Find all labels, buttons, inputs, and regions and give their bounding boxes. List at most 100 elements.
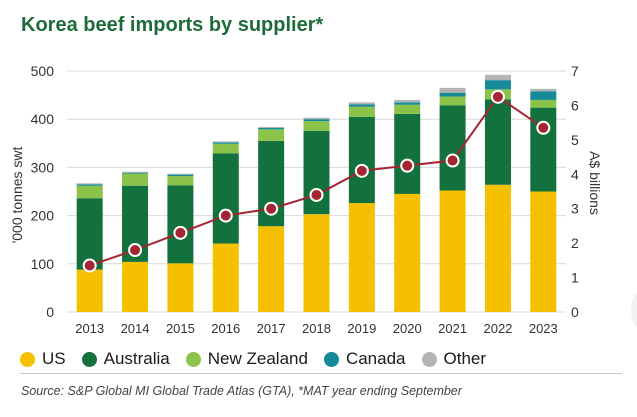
- bar-segment-new-zealand: [258, 129, 285, 141]
- x-tick-label: 2016: [211, 321, 240, 336]
- legend-label: Australia: [103, 349, 170, 368]
- bar-segment-other: [303, 117, 330, 120]
- bar-segment-australia: [167, 185, 194, 264]
- value-line-point: [536, 120, 551, 135]
- x-tick-label: 2022: [483, 321, 512, 336]
- legend-item-new-zealand: New Zealand: [185, 349, 308, 369]
- legend-swatch: [81, 351, 97, 367]
- legend-swatch: [323, 351, 339, 367]
- y-tick-label: 400: [31, 111, 55, 127]
- y2-tick-label: 4: [571, 166, 579, 182]
- y2-axis-label: A$ billions: [587, 151, 603, 215]
- bar-segment-canada: [167, 174, 194, 177]
- value-line-point: [82, 258, 97, 273]
- legend-swatch: [185, 351, 201, 367]
- bar-segment-australia: [212, 153, 239, 244]
- y-tick-label: 100: [31, 256, 55, 272]
- bar-segment-canada: [122, 172, 149, 174]
- bar-segment-new-zealand: [76, 185, 103, 199]
- value-line-point: [264, 201, 279, 216]
- legend-label: Canada: [345, 349, 406, 368]
- y-tick-label: 300: [31, 159, 55, 175]
- x-tick-label: 2023: [529, 321, 558, 336]
- bar-segment-other: [212, 141, 239, 143]
- bar-segment-us: [394, 193, 421, 312]
- value-line-point: [173, 225, 188, 240]
- legend-label: US: [42, 349, 66, 368]
- bar-segment-other: [122, 171, 149, 173]
- value-line-point: [445, 153, 460, 168]
- x-tick-label: 2013: [75, 321, 104, 336]
- bar-segment-canada: [76, 184, 103, 186]
- bar-segment-us: [303, 214, 330, 312]
- bar-segment-other: [76, 183, 103, 185]
- bar-segment-other: [530, 88, 557, 92]
- bar-segment-new-zealand: [348, 106, 375, 117]
- x-tick-label: 2020: [393, 321, 422, 336]
- x-tick-label: 2017: [257, 321, 286, 336]
- bar-segment-other: [167, 173, 194, 175]
- value-line-point: [490, 89, 505, 104]
- bar-segment-canada: [530, 91, 557, 100]
- bar-segment-us: [484, 184, 511, 312]
- bar-segment-other: [484, 74, 511, 81]
- bar-segment-australia: [394, 113, 421, 194]
- y-axis-right-ticks: 0 1 2 3 4 5 6 7: [571, 63, 579, 320]
- value-line-point: [354, 163, 369, 178]
- value-line-point: [400, 158, 415, 173]
- value-line-point: [128, 243, 143, 258]
- legend-item-us: US: [20, 349, 66, 369]
- chart-title: Korea beef imports by supplier*: [21, 14, 324, 36]
- bar-segment-us: [122, 261, 149, 312]
- bar-segment-canada: [303, 119, 330, 122]
- x-axis-ticks: 2013 2014 2015 2016 2017 2018 2019 2020 2021 2022…: [75, 321, 558, 336]
- bar-segment-new-zealand: [394, 104, 421, 114]
- bar-segment-australia: [530, 107, 557, 192]
- bar-segment-canada: [258, 127, 285, 130]
- bar-segment-new-zealand: [530, 99, 557, 108]
- legend-item-australia: Australia: [81, 349, 170, 369]
- bar-segment-other: [258, 126, 285, 128]
- legend-label: New Zealand: [207, 349, 308, 368]
- legend-label: Other: [443, 349, 487, 368]
- bar-segment-us: [212, 243, 239, 312]
- source-note: Source: S&P Global MI Global Trade Atlas…: [21, 384, 462, 398]
- x-tick-label: 2014: [121, 321, 150, 336]
- bar-segment-new-zealand: [212, 143, 239, 154]
- y2-tick-label: 1: [571, 270, 579, 286]
- value-line-point: [218, 208, 233, 223]
- y2-tick-label: 2: [571, 235, 579, 251]
- bar-segment-other: [439, 87, 466, 93]
- bar-segment-other: [394, 99, 421, 103]
- legend: US Australia New Zealand Canada Other: [20, 349, 502, 369]
- bar-segment-us: [439, 190, 466, 312]
- y-tick-label: 0: [46, 304, 54, 320]
- bar-segment-canada: [348, 104, 375, 107]
- bar-segment-australia: [76, 198, 103, 270]
- legend-swatch: [20, 351, 35, 367]
- x-tick-label: 2015: [166, 321, 195, 336]
- bar-segment-new-zealand: [303, 121, 330, 131]
- bar-segment-new-zealand: [439, 96, 466, 106]
- y2-tick-label: 3: [571, 201, 579, 217]
- bar-segment-new-zealand: [167, 176, 194, 186]
- bar-segment-australia: [348, 116, 375, 204]
- bar-segment-australia: [484, 99, 511, 185]
- bar-segment-us: [530, 191, 557, 312]
- y-tick-label: 200: [31, 208, 55, 224]
- y2-tick-label: 5: [571, 132, 579, 148]
- bar-segment-us: [76, 269, 103, 312]
- bar-segment-canada: [212, 142, 239, 144]
- bar-segment-canada: [484, 80, 511, 90]
- bar-segment-us: [167, 263, 194, 312]
- x-tick-label: 2021: [438, 321, 467, 336]
- y-axis-label: '000 tonnes swt: [9, 146, 25, 243]
- value-line: [82, 89, 551, 273]
- legend-item-canada: Canada: [323, 349, 406, 369]
- bar-segment-new-zealand: [122, 173, 149, 186]
- bar-segment-us: [348, 203, 375, 312]
- bar-segment-canada: [439, 92, 466, 97]
- x-tick-label: 2018: [302, 321, 331, 336]
- y2-tick-label: 7: [571, 63, 579, 79]
